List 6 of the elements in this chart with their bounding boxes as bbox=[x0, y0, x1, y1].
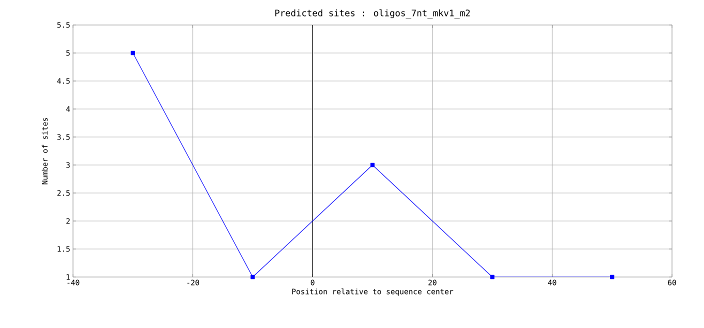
point bbox=[490, 274, 494, 280]
point bbox=[250, 274, 255, 280]
point bbox=[130, 50, 135, 56]
chart-title: Predicted sites : oligos_7nt_mkv1_m2 bbox=[275, 9, 470, 18]
point bbox=[610, 274, 614, 280]
point bbox=[370, 162, 375, 168]
